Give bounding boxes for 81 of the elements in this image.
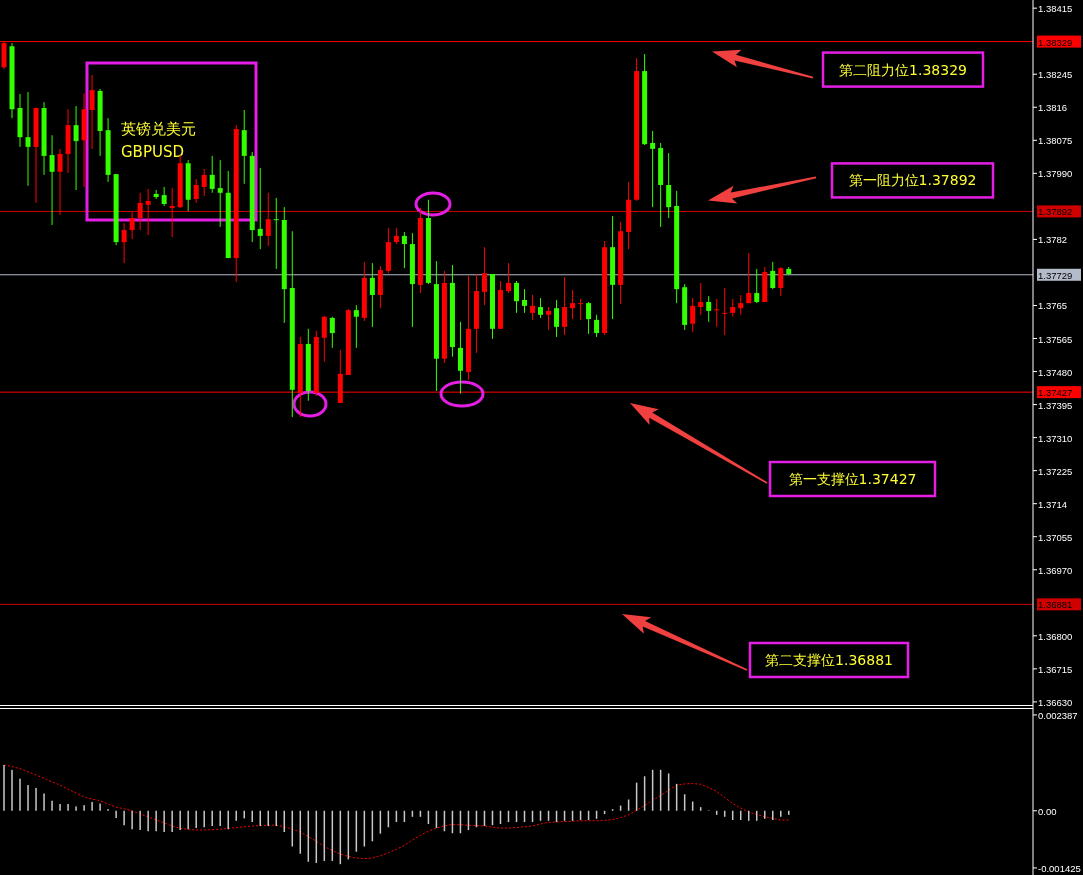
y-tick-label: 1.36970 xyxy=(1038,564,1073,576)
candlestick xyxy=(257,167,263,250)
candlestick xyxy=(57,148,63,216)
candlestick xyxy=(690,297,696,333)
y-tick-label: 1.37480 xyxy=(1038,366,1073,378)
ref-line-label: 1.37427 xyxy=(1038,387,1073,399)
ref-line-label: 1.37729 xyxy=(1038,269,1073,281)
line-series xyxy=(3,764,790,859)
y-tick-label: 1.37225 xyxy=(1038,465,1073,477)
y-tick-label: 1.3782 xyxy=(1038,234,1068,246)
candlestick xyxy=(570,289,576,320)
y-tick-label: 1.36800 xyxy=(1038,630,1073,642)
candlestick xyxy=(770,261,776,290)
y-tick-label: 1.37565 xyxy=(1038,333,1073,345)
candlestick xyxy=(321,315,327,363)
candlestick xyxy=(530,294,536,321)
y-tick-label: 0.002387 xyxy=(1038,709,1078,721)
y-tick-label: 1.38245 xyxy=(1038,69,1073,81)
candlestick xyxy=(481,246,487,306)
candlestick xyxy=(401,231,407,269)
annotation: 第二阻力位1.38329 xyxy=(839,61,967,78)
candlestick xyxy=(25,91,31,187)
candlestick xyxy=(578,298,584,321)
annotation: 第二支撑位1.36881 xyxy=(765,652,893,668)
y-tick-label: 1.3816 xyxy=(1038,102,1068,114)
ref-line-label: 1.36881 xyxy=(1038,599,1073,611)
candlestick xyxy=(586,301,592,335)
candlestick xyxy=(89,74,95,150)
y-tick-label: -0.001425 xyxy=(1038,862,1081,874)
candlestick xyxy=(778,266,784,297)
candlestick xyxy=(161,186,167,207)
candlestick xyxy=(73,105,79,191)
candlestick xyxy=(554,299,560,338)
y-tick-label: 1.38415 xyxy=(1038,3,1073,15)
candlestick xyxy=(514,280,519,314)
candlestick xyxy=(201,168,207,197)
candlestick xyxy=(145,188,151,236)
candlestick xyxy=(457,321,463,395)
y-tick-label: 1.37310 xyxy=(1038,432,1073,444)
annotation: 第一支撑位1.37427 xyxy=(788,471,917,487)
candlestick xyxy=(546,306,552,331)
candlestick xyxy=(505,262,511,294)
y-tick-label: 1.37395 xyxy=(1038,399,1073,411)
annotation: 英镑兑美元 GBPUSD xyxy=(121,120,196,161)
candlestick xyxy=(754,268,760,304)
candlestick xyxy=(121,222,127,264)
candlestick xyxy=(209,155,215,194)
candlestick xyxy=(369,262,375,328)
ref-line-label: 1.38329 xyxy=(1038,36,1073,48)
candlestick xyxy=(738,294,744,316)
y-tick-label: 1.37990 xyxy=(1038,168,1073,180)
candlestick xyxy=(594,314,600,338)
candlestick xyxy=(129,211,135,240)
y-tick-label: 1.36630 xyxy=(1038,696,1073,708)
candlestick xyxy=(706,295,712,323)
candlestick xyxy=(650,130,656,208)
candlestick xyxy=(137,192,143,231)
candlestick xyxy=(193,178,199,204)
y-tick-label: 1.38075 xyxy=(1038,135,1073,147)
candlestick xyxy=(666,152,672,219)
candlestick xyxy=(698,282,704,316)
candlestick xyxy=(538,297,544,319)
candlestick xyxy=(273,197,279,270)
candlestick xyxy=(329,316,335,349)
y-tick-label: 1.3765 xyxy=(1038,300,1068,312)
candlestick xyxy=(49,134,55,226)
y-tick-label: 1.37055 xyxy=(1038,531,1073,543)
candlestick xyxy=(522,288,528,314)
annotation: 第一阻力位1.37892 xyxy=(848,172,977,189)
candlestick xyxy=(714,298,720,328)
candlestick xyxy=(353,304,359,349)
candlestick xyxy=(169,187,175,238)
y-tick-label: 0.00 xyxy=(1038,805,1057,817)
candlestick xyxy=(746,252,752,304)
y-tick-label: 1.36715 xyxy=(1038,663,1073,675)
ref-line-label: 1.37892 xyxy=(1038,206,1073,218)
candlestick xyxy=(265,192,271,247)
y-tick-label: 1.3714 xyxy=(1038,498,1068,510)
candlestick xyxy=(722,287,728,336)
candlestick xyxy=(562,276,568,336)
candlestick xyxy=(217,159,223,228)
